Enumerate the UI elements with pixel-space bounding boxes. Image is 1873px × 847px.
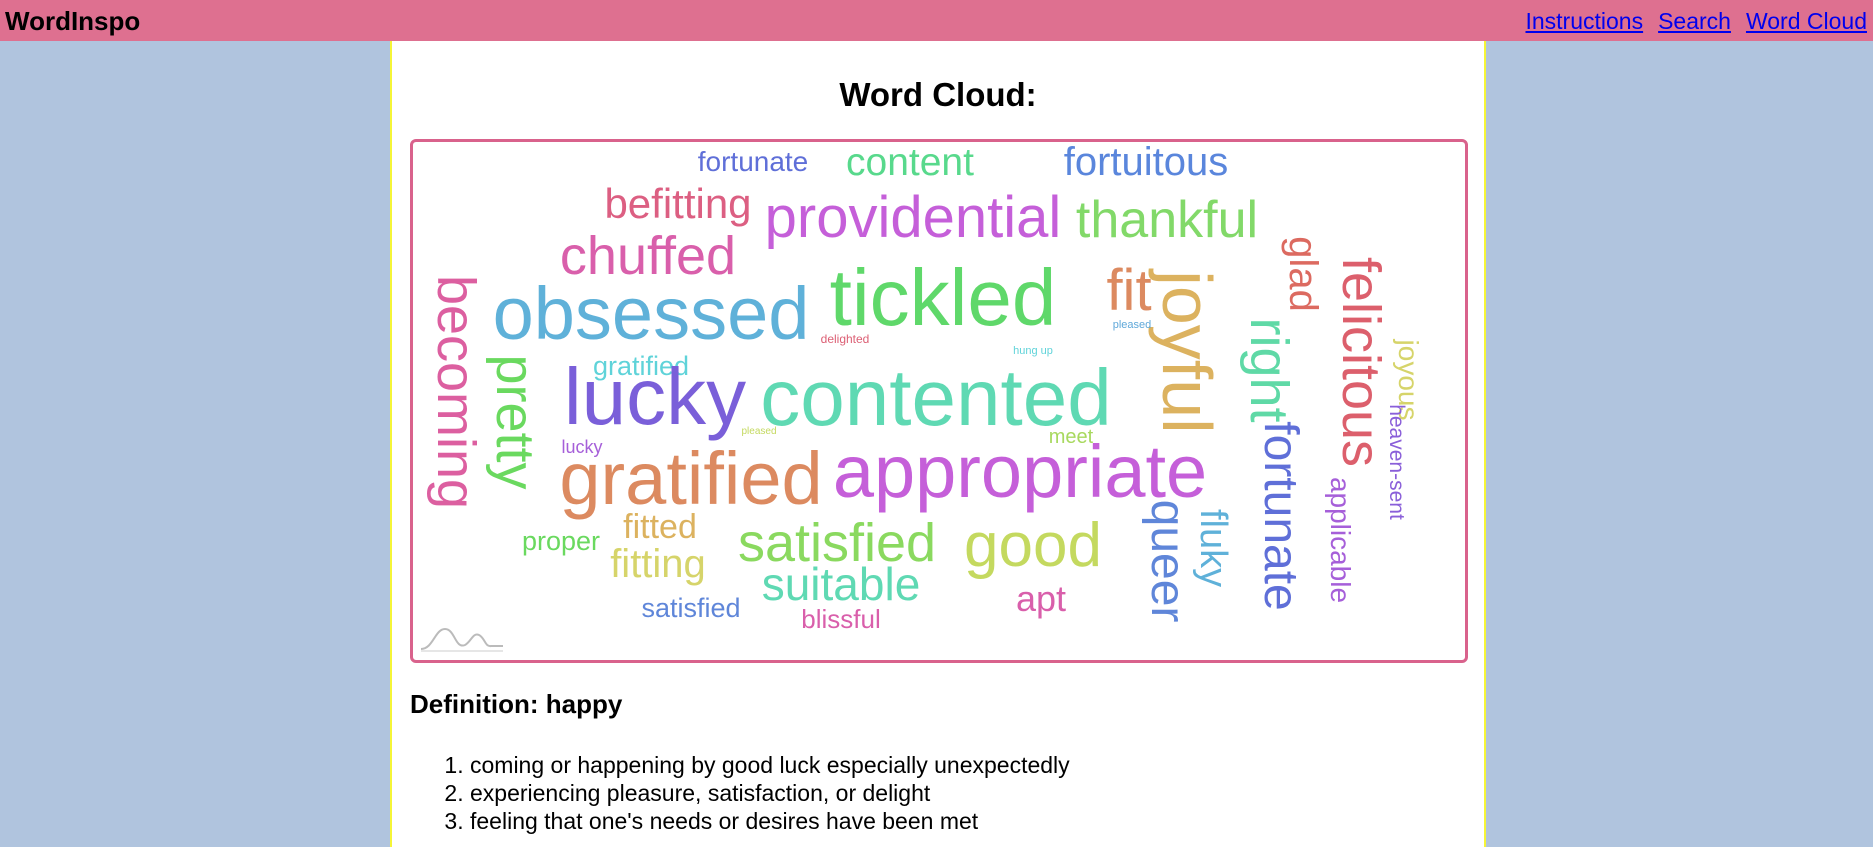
cloud-word[interactable]: appropriate [833,430,1207,513]
cloud-word[interactable]: content [846,142,974,184]
definition-item: feeling that one's needs or desires have… [470,807,1070,835]
cloud-word[interactable]: gratified [559,437,822,520]
cloud-word[interactable]: heaven-sent [1385,404,1408,520]
cloud-word[interactable]: fitting [610,542,706,586]
cloud-word[interactable]: fortunate [1254,421,1307,610]
cloud-word[interactable]: chuffed [560,226,736,286]
top-navigation-bar: WordInspo Instructions Search Word Cloud [0,0,1873,41]
cloud-word[interactable]: delighted [821,332,870,346]
page-title: Word Cloud: [839,76,1037,113]
cloud-word[interactable]: tickled [830,253,1057,342]
cloud-word[interactable]: queer [1141,500,1194,623]
cloud-word[interactable]: meet [1049,426,1094,448]
cloud-word[interactable]: satisfied [738,513,936,573]
nav-link-instructions[interactable]: Instructions [1525,8,1644,34]
brand-name[interactable]: WordInspo [5,6,141,36]
cloud-word[interactable]: providential [765,185,1062,250]
cloud-word[interactable]: joyous [1393,339,1424,421]
cloud-word[interactable]: fit [1106,258,1151,323]
cloud-word[interactable]: thankful [1076,191,1258,249]
cloud-word[interactable]: lucky [564,352,746,441]
cloud-word[interactable]: fortuitous [1064,142,1229,184]
cloud-word[interactable]: apt [1016,578,1066,619]
nav-link-word-cloud[interactable]: Word Cloud [1745,8,1867,34]
definition-item: coming or happening by good luck especia… [470,751,1070,779]
cloud-word[interactable]: fluky [1192,509,1234,587]
nav-link-search[interactable]: Search [1658,8,1731,34]
cloud-word[interactable]: satisfied [641,593,740,623]
cloud-word[interactable]: felicitous [1331,257,1391,467]
cloud-word[interactable]: proper [522,526,600,556]
word-cloud: fortunate content fortuitous befitting p… [410,139,1468,663]
nav-links: Instructions Search Word Cloud [1525,7,1867,35]
cloud-word[interactable]: pretty [485,354,545,489]
cloud-word[interactable]: pleased [1113,319,1152,331]
cloud-word[interactable]: pleased [741,426,776,437]
cloud-word[interactable]: good [964,511,1102,580]
cloud-word[interactable]: hung up [1013,345,1053,357]
cloud-word[interactable]: fitted [623,508,697,546]
cloud-word[interactable]: glad [1281,236,1325,312]
cloud-word[interactable]: fortunate [698,146,809,177]
cloud-word[interactable]: becoming [426,275,486,509]
definition-item: experiencing pleasure, satisfaction, or … [470,779,1070,807]
cloud-word[interactable]: blissful [801,604,880,634]
cloud-word[interactable]: lucky [561,437,602,457]
word-cloud-canvas: fortunate content fortuitous befitting p… [420,142,1424,652]
cloud-word[interactable]: gratified [593,351,689,381]
cloud-word[interactable]: obsessed [493,272,810,355]
cloud-word[interactable]: right [1239,317,1299,422]
cloud-word[interactable]: suitable [762,558,921,610]
cloud-word[interactable]: applicable [1325,477,1356,603]
definition-list: coming or happening by good luck especia… [410,751,1070,835]
cloud-word[interactable]: contented [760,353,1111,442]
definition-title: Definition: happy [410,689,623,719]
cloud-word[interactable]: joyful [1148,268,1226,433]
cloud-word[interactable]: befitting [604,180,751,227]
main-panel: Word Cloud: fortunate content fortuitous… [390,41,1486,847]
wave-logo-icon [420,627,503,652]
